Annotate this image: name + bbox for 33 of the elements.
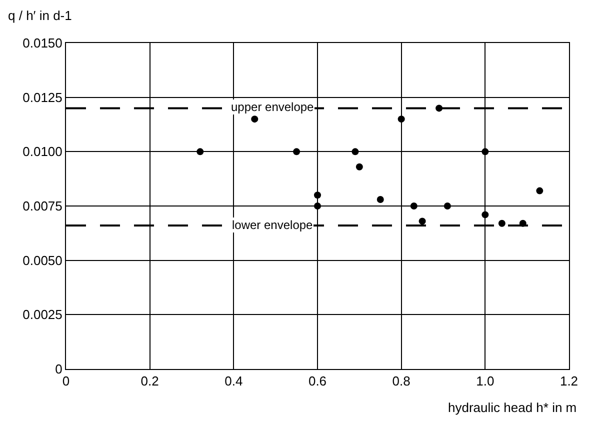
point bbox=[376, 196, 384, 203]
x-tick-label: 0.4 bbox=[224, 374, 243, 389]
y-tick-label: 0.0125 bbox=[22, 90, 62, 105]
point bbox=[536, 187, 544, 194]
point bbox=[293, 148, 300, 156]
point bbox=[482, 148, 489, 156]
y-tick-label: 0 bbox=[55, 362, 62, 377]
point bbox=[418, 218, 426, 225]
y-tick-label: 0.0025 bbox=[22, 307, 62, 322]
ref-line-label: lower envelope bbox=[232, 218, 314, 232]
x-axis-title: hydraulic head h* in m bbox=[448, 400, 577, 415]
point bbox=[352, 148, 359, 156]
x-tick-label: 0.6 bbox=[308, 374, 327, 389]
point bbox=[498, 220, 506, 227]
point bbox=[314, 192, 321, 199]
x-tick-label: 0.8 bbox=[392, 374, 410, 389]
x-tick-label: 1.2 bbox=[560, 374, 578, 389]
point bbox=[482, 211, 489, 218]
y-tick-label: 0.0150 bbox=[22, 36, 62, 51]
point bbox=[356, 163, 363, 170]
point bbox=[314, 202, 321, 210]
point bbox=[410, 202, 418, 210]
point bbox=[251, 116, 258, 123]
x-tick-label: 1.0 bbox=[476, 374, 494, 389]
point bbox=[196, 148, 204, 156]
ref-line-label: upper envelope bbox=[231, 100, 314, 114]
y-tick-label: 0.0075 bbox=[22, 198, 62, 214]
x-tick-label: 0.2 bbox=[140, 374, 159, 389]
point bbox=[444, 202, 451, 210]
y-tick-label: 0.0050 bbox=[22, 252, 62, 268]
y-axis-title: q / h′ in d-1 bbox=[8, 8, 72, 23]
y-tick-label: 0.0100 bbox=[22, 144, 62, 160]
point bbox=[398, 116, 405, 123]
